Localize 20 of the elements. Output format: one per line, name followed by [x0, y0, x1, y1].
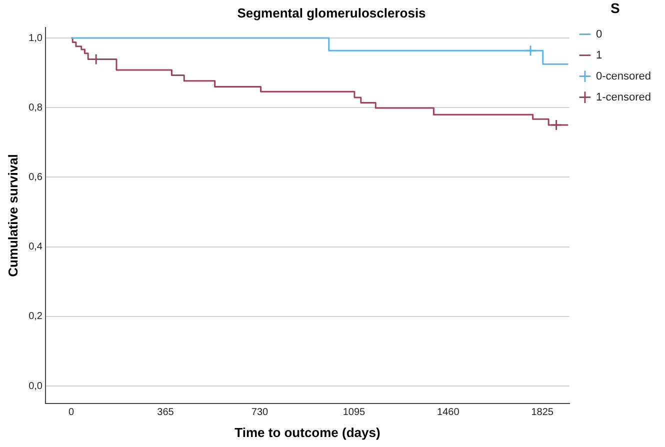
legend-label: 1-censored — [596, 91, 652, 104]
x-tick-label: 1825 — [531, 407, 554, 418]
x-axis-title: Time to outcome (days) — [234, 424, 380, 440]
y-tick-label: 0,0 — [28, 380, 43, 392]
y-axis-title: Cumulative survival — [5, 154, 20, 277]
legend-label: 0-censored — [596, 70, 652, 82]
chart-title: Segmental glomerulosclerosis — [237, 5, 426, 20]
y-tick-label: 0,2 — [28, 311, 43, 322]
y-tick-label: 1,0 — [28, 32, 43, 44]
x-tick-label: 1095 — [342, 407, 366, 418]
x-tick-label: 730 — [251, 407, 269, 418]
y-tick-label: 0,4 — [28, 242, 43, 253]
x-tick-label: 365 — [157, 407, 174, 418]
x-tick-label: 1460 — [437, 407, 460, 418]
y-tick-label: 0,6 — [28, 172, 43, 183]
legend-label: 0 — [596, 28, 602, 40]
legend-title: S — [610, 0, 620, 16]
x-tick-label: 0 — [68, 407, 75, 418]
legend-label: 1 — [596, 49, 602, 62]
y-tick-label: 0,8 — [28, 102, 43, 114]
